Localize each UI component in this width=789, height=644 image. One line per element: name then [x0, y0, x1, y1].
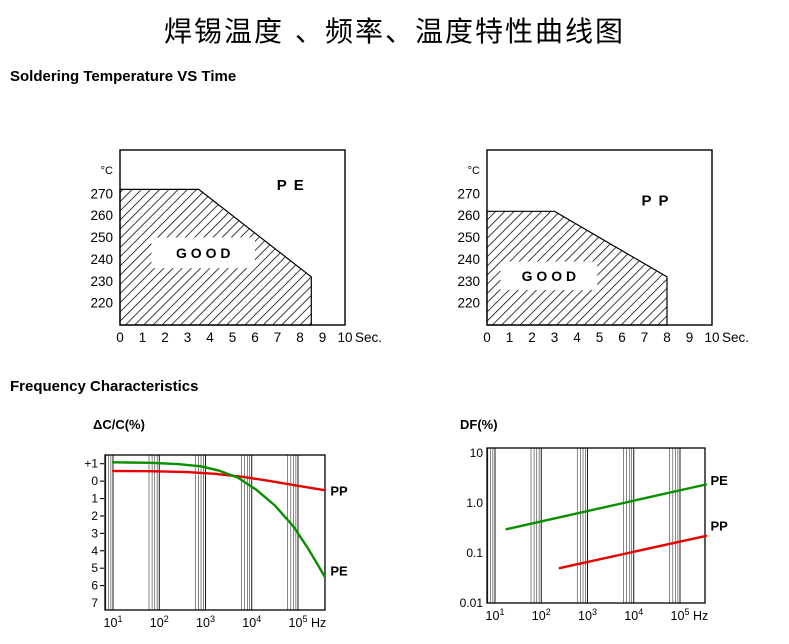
y-axis-unit: °C [468, 165, 480, 177]
y-tick-label: 2 [91, 509, 98, 523]
y-tick-label: 220 [457, 296, 480, 311]
x-tick-label: 102 [150, 614, 169, 630]
y-tick-label: 230 [457, 274, 480, 289]
x-tick-label: 5 [596, 330, 604, 345]
y-tick-label: 7 [91, 596, 98, 610]
x-tick-label: 1 [506, 330, 514, 345]
series-pp-curve [111, 469, 326, 492]
y-tick-label: 0.01 [460, 596, 484, 610]
x-tick-label: 7 [641, 330, 649, 345]
x-tick-label: 8 [663, 330, 671, 345]
y-tick-label: 240 [90, 252, 113, 267]
y-tick-label: 1.0 [466, 496, 483, 510]
x-tick-label: 5 [229, 330, 237, 345]
x-tick-label: 2 [161, 330, 169, 345]
x-tick-label: 9 [319, 330, 327, 345]
x-tick-label: 101 [486, 607, 505, 623]
y-tick-label: +1 [84, 457, 98, 471]
x-tick-label: 10 [704, 330, 719, 345]
x-tick-label: 2 [528, 330, 536, 345]
y-tick-label: 270 [90, 186, 113, 201]
df-axis-title: DF(%) [460, 417, 498, 432]
x-tick-label: 102 [532, 607, 551, 623]
chart-soldering-pp: G O O D °C 270 260 250 240 230 220 0 1 2 3 4 5 6 7 8 9 10 S… [457, 149, 749, 345]
x-tick-label: 3 [551, 330, 559, 345]
plot-frame [119, 149, 346, 326]
series-label-pp: PP [711, 518, 729, 533]
good-label-box [500, 261, 598, 290]
x-tick-label: 3 [184, 330, 192, 345]
y-tick-label: 240 [457, 252, 480, 267]
x-tick-label: 0 [483, 330, 491, 345]
x-tick-label: 104 [242, 614, 261, 630]
x-tick-label: 7 [274, 330, 282, 345]
x-axis-unit: Hz [693, 609, 708, 623]
x-axis-unit: Sec. [355, 330, 382, 345]
y-tick-label: 270 [457, 186, 480, 201]
y-tick-label: 5 [91, 561, 98, 575]
chart-soldering-pe: G O O D °C 270 260 250 240 230 220 0 1 2 3 4 5 6 7 8 9 10 S… [90, 149, 382, 345]
page-title: 焊锡温度 、频率、温度特性曲线图 [164, 15, 625, 48]
series-label-pe: PE [330, 564, 348, 579]
section-heading-frequency: Frequency Characteristics [10, 378, 199, 395]
x-tick-label: 101 [104, 614, 123, 630]
x-tick-label: 6 [618, 330, 626, 345]
y-tick-label: 6 [91, 579, 98, 593]
series-pe-curve [111, 461, 326, 579]
series-label: P E [277, 177, 305, 194]
y-tick-label: 0.1 [466, 546, 483, 560]
x-tick-label: 6 [251, 330, 259, 345]
x-axis-unit: Sec. [722, 330, 749, 345]
series-pp-curve [558, 534, 708, 570]
plot-frame [486, 149, 713, 326]
x-tick-label: 1 [139, 330, 147, 345]
y-tick-label: 260 [90, 208, 113, 223]
x-tick-label: 10 [337, 330, 352, 345]
x-tick-label: 9 [686, 330, 694, 345]
x-axis-unit: Hz [311, 616, 326, 630]
x-tick-label: 4 [573, 330, 581, 345]
section-heading-soldering: Soldering Temperature VS Time [10, 68, 237, 85]
y-tick-label: 230 [90, 274, 113, 289]
x-tick-label: 4 [206, 330, 214, 345]
good-label-box [151, 237, 255, 269]
x-tick-label: 105 [671, 607, 690, 623]
chart-freq-dcc: +1 0 1 2 3 4 5 6 7 101 102 103 104 105 Hz PP PE [84, 454, 348, 630]
x-tick-label: 104 [624, 607, 643, 623]
series-pe-curve [505, 483, 708, 531]
x-tick-label: 103 [196, 614, 215, 630]
y-axis-unit: °C [101, 165, 113, 177]
series-label: P P [642, 192, 670, 209]
y-tick-label: 1 [91, 492, 98, 506]
y-tick-label: 250 [457, 230, 480, 245]
good-label: G O O D [176, 245, 230, 261]
y-tick-label: 4 [91, 544, 98, 558]
series-label-pp: PP [330, 484, 348, 499]
y-tick-label: 0 [91, 474, 98, 488]
y-tick-label: 250 [90, 230, 113, 245]
y-tick-label: 10 [470, 446, 484, 460]
x-tick-label: 0 [116, 330, 124, 345]
plot-frame [104, 454, 326, 611]
y-tick-label: 220 [90, 296, 113, 311]
x-tick-label: 103 [578, 607, 597, 623]
x-tick-label: 8 [296, 330, 304, 345]
plot-frame [486, 447, 706, 604]
y-tick-label: 260 [457, 208, 480, 223]
dcc-axis-title: ΔC/C(%) [93, 417, 145, 432]
series-label-pe: PE [711, 473, 729, 488]
x-tick-label: 105 [289, 614, 308, 630]
good-label: G O O D [522, 268, 576, 284]
y-tick-label: 3 [91, 526, 98, 540]
